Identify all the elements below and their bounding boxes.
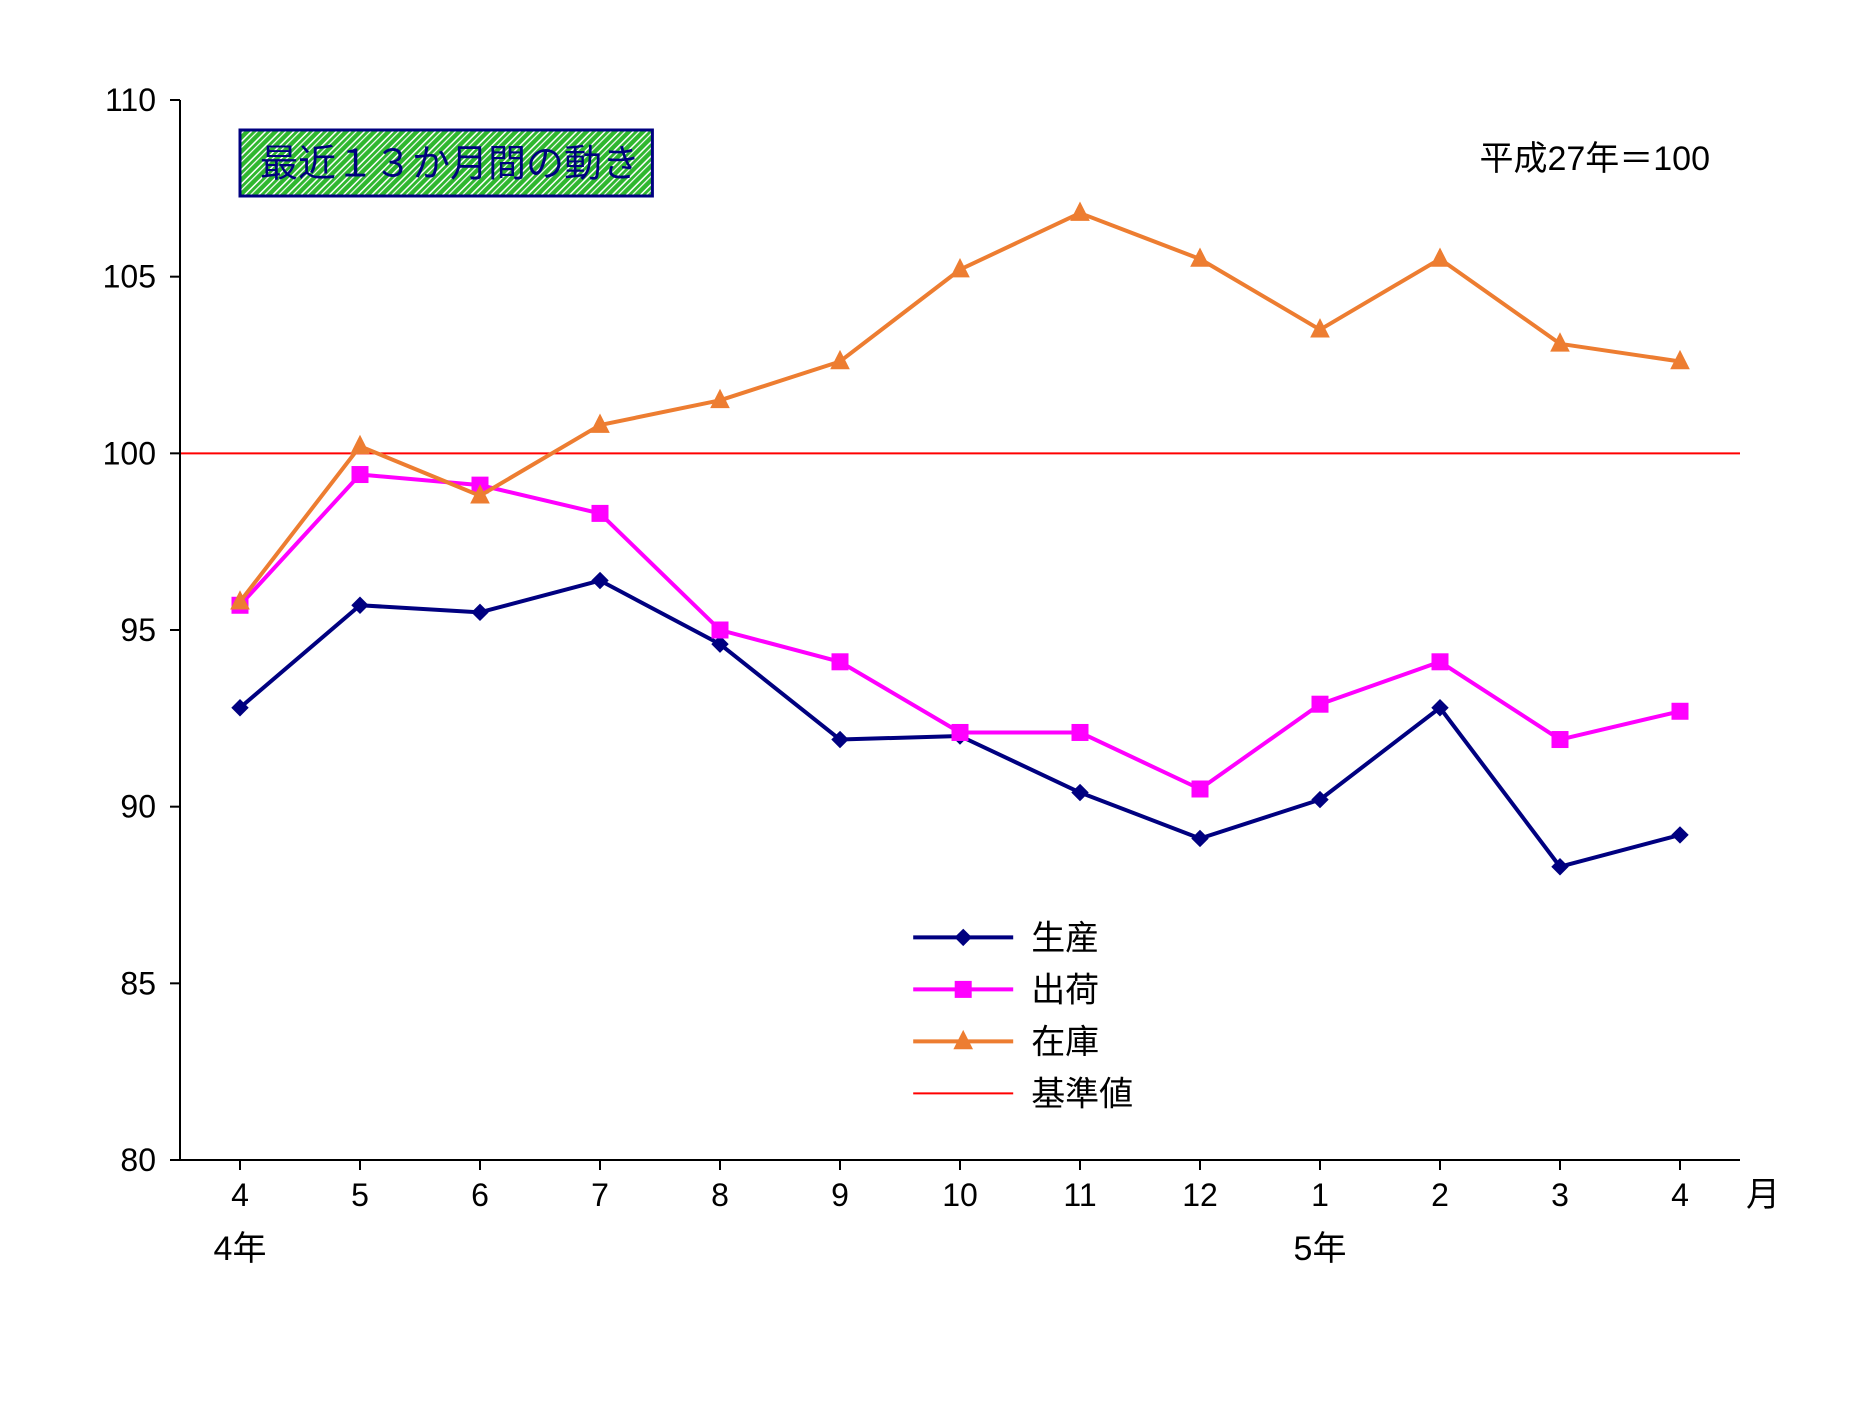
x-tick-label: 7 — [591, 1177, 609, 1213]
x-tick-label: 11 — [1063, 1177, 1096, 1213]
x-tick-label: 9 — [831, 1177, 849, 1213]
y-tick-label: 80 — [120, 1142, 156, 1178]
x-tick-label: 2 — [1431, 1177, 1449, 1213]
series-在庫 — [231, 203, 1689, 609]
x-tick-label: 1 — [1311, 1177, 1329, 1213]
y-tick-label: 100 — [103, 435, 156, 471]
series-生産 — [232, 573, 1688, 875]
ref-annotation: 平成27年＝100 — [1479, 140, 1710, 178]
title-box-text: 最近１３か月間の動き — [260, 143, 640, 185]
x-tick-label: 8 — [711, 1177, 729, 1213]
line-chart: 808590951001051104567891011121234月4年5年最近… — [0, 0, 1851, 1405]
x-tick-label: 3 — [1551, 1177, 1569, 1213]
legend-label: 基準値 — [1031, 1075, 1133, 1113]
legend-label: 生産 — [1031, 919, 1099, 957]
legend-label: 在庫 — [1031, 1023, 1099, 1061]
x-axis-unit: 月 — [1746, 1176, 1780, 1214]
y-tick-label: 105 — [103, 259, 156, 295]
x-tick-label: 4 — [231, 1177, 249, 1213]
legend: 生産出荷在庫基準値 — [913, 919, 1133, 1113]
title-box: 最近１３か月間の動き — [240, 130, 652, 196]
legend-item: 出荷 — [913, 971, 1099, 1009]
y-tick-label: 95 — [120, 612, 156, 648]
y-tick-label: 90 — [120, 789, 156, 825]
x-tick-label: 5 — [351, 1177, 369, 1213]
y-tick-label: 85 — [120, 965, 156, 1001]
chart-container: 808590951001051104567891011121234月4年5年最近… — [0, 0, 1851, 1405]
x-tick-label: 10 — [942, 1177, 978, 1213]
y-tick-label: 110 — [105, 82, 156, 118]
x-year-label: 5年 — [1294, 1230, 1347, 1268]
series-line — [240, 581, 1680, 867]
x-tick-label: 6 — [471, 1177, 489, 1213]
legend-item: 在庫 — [913, 1023, 1099, 1061]
x-year-label: 4年 — [214, 1230, 267, 1268]
legend-label: 出荷 — [1031, 971, 1099, 1009]
x-tick-label: 12 — [1182, 1177, 1218, 1213]
legend-item: 基準値 — [913, 1075, 1133, 1113]
x-tick-label: 4 — [1671, 1177, 1689, 1213]
legend-item: 生産 — [913, 919, 1099, 957]
